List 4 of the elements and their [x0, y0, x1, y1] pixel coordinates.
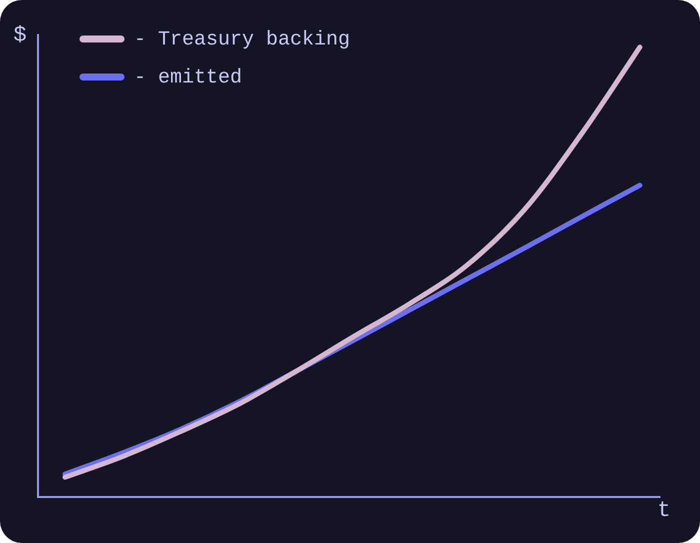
legend-label: - Treasury backing: [134, 28, 350, 52]
y-axis-title: $: [13, 22, 27, 48]
legend-label: - emitted: [134, 66, 242, 90]
x-axis-title: t: [657, 498, 671, 523]
